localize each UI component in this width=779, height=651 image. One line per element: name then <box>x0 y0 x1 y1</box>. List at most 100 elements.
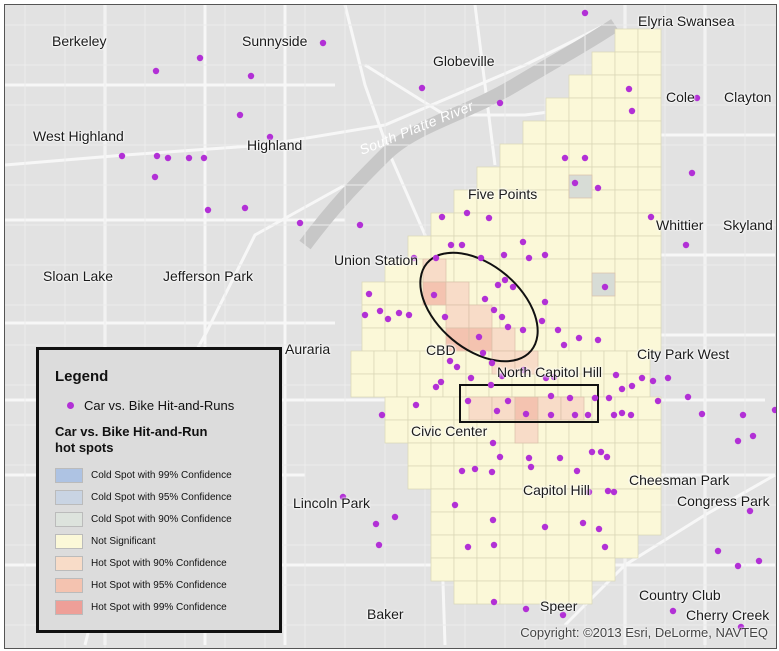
legend-item-label: Not Significant <box>91 535 156 547</box>
incident-point <box>487 381 495 389</box>
grid-cell <box>453 258 478 283</box>
grid-cell <box>591 143 616 168</box>
grid-cell <box>522 120 547 145</box>
road <box>473 5 497 166</box>
grid-cell <box>396 373 421 398</box>
incident-point <box>432 383 440 391</box>
incident-point <box>618 385 626 393</box>
incident-point <box>490 598 498 606</box>
incident-point <box>638 374 646 382</box>
grid-cell <box>545 534 570 559</box>
label-city-park-west: City Park West <box>637 346 730 362</box>
label-north-capitol-hill: North Capitol Hill <box>497 364 603 380</box>
incident-point <box>520 366 528 374</box>
label-baker: Baker <box>367 606 404 622</box>
incident-point <box>504 397 512 405</box>
grid-cell <box>522 557 547 582</box>
river <box>299 19 619 250</box>
legend-item-label: Hot Spot with 95% Confidence <box>91 579 227 591</box>
incident-point <box>490 306 498 314</box>
legend-swatch-icon <box>55 577 83 593</box>
grid-cell <box>522 258 547 283</box>
legend-panel: Legend Car vs. Bike Hit-and-Runs Car vs.… <box>36 347 282 633</box>
grid-cell <box>637 488 662 513</box>
incident-point <box>477 254 485 262</box>
incident-point <box>560 341 568 349</box>
grid-cell <box>453 488 478 513</box>
grid-cell <box>430 511 455 536</box>
incident-point <box>501 276 509 284</box>
label-congress-park: Congress Park <box>677 493 770 509</box>
incident-point <box>488 468 496 476</box>
legend-swatch-icon <box>55 555 83 571</box>
incident-point <box>490 541 498 549</box>
incident-point <box>504 323 512 331</box>
hotspot-cell <box>445 304 470 329</box>
incident-point <box>118 152 126 160</box>
grid-cell <box>545 97 570 122</box>
grid-cell <box>499 212 524 237</box>
incident-point <box>604 487 612 495</box>
label-civic-center: Civic Center <box>411 423 488 439</box>
grid-cell <box>453 511 478 536</box>
grid-cell <box>614 534 639 559</box>
incident-point <box>494 281 502 289</box>
incident-point <box>627 411 635 419</box>
grid-cell <box>407 442 432 467</box>
grid-cell <box>591 511 616 536</box>
incident-point <box>410 254 418 262</box>
incident-point <box>554 326 562 334</box>
label-jefferson-park: Jefferson Park <box>163 268 254 284</box>
incident-point <box>684 393 692 401</box>
grid-cell <box>591 74 616 99</box>
incident-point <box>500 251 508 259</box>
incident-point <box>525 454 533 462</box>
label-capitol-hill: Capitol Hill <box>523 482 590 498</box>
grid-cell <box>591 465 616 490</box>
legend-points-row: Car vs. Bike Hit-and-Runs <box>59 398 234 413</box>
grid-cell <box>568 120 593 145</box>
grid-cell <box>637 258 662 283</box>
grid-cell <box>637 97 662 122</box>
incident-point <box>538 317 546 325</box>
label-country-club: Country Club <box>639 587 721 603</box>
grid-cell <box>476 488 501 513</box>
grid-cell <box>568 74 593 99</box>
incident-point <box>365 290 373 298</box>
legend-item: Hot Spot with 99% Confidence <box>55 596 232 618</box>
label-cole: Cole <box>666 89 695 105</box>
incident-point <box>451 501 459 509</box>
incident-point <box>698 410 706 418</box>
incident-point <box>739 411 747 419</box>
incident-point <box>522 410 530 418</box>
grid-cell <box>591 557 616 582</box>
grid-cell <box>384 419 409 444</box>
grid-cell <box>522 143 547 168</box>
grid-cell <box>476 442 501 467</box>
incident-point <box>559 611 567 619</box>
legend-item: Not Significant <box>55 530 232 552</box>
grid-cell <box>591 419 616 444</box>
legend-item: Cold Spot with 95% Confidence <box>55 486 232 508</box>
incident-point <box>164 154 172 162</box>
map-view[interactable]: South Platte River Berkeley Sunnyside El… <box>4 4 777 649</box>
grid-cell <box>637 419 662 444</box>
incident-point <box>566 394 574 402</box>
incident-point <box>475 333 483 341</box>
grid-cell <box>545 212 570 237</box>
grid-cell <box>545 235 570 260</box>
incident-point <box>151 173 159 181</box>
incident-point <box>200 154 208 162</box>
incident-point <box>571 411 579 419</box>
legend-item: Cold Spot with 99% Confidence <box>55 464 232 486</box>
incident-point <box>384 315 392 323</box>
grid-cell <box>614 28 639 53</box>
incident-point <box>418 84 426 92</box>
grid-cell <box>614 74 639 99</box>
grid-cell <box>603 350 628 375</box>
incident-point <box>152 67 160 75</box>
grid-cell <box>407 396 432 421</box>
incident-point <box>584 411 592 419</box>
incident-point <box>493 407 501 415</box>
incident-point <box>575 334 583 342</box>
